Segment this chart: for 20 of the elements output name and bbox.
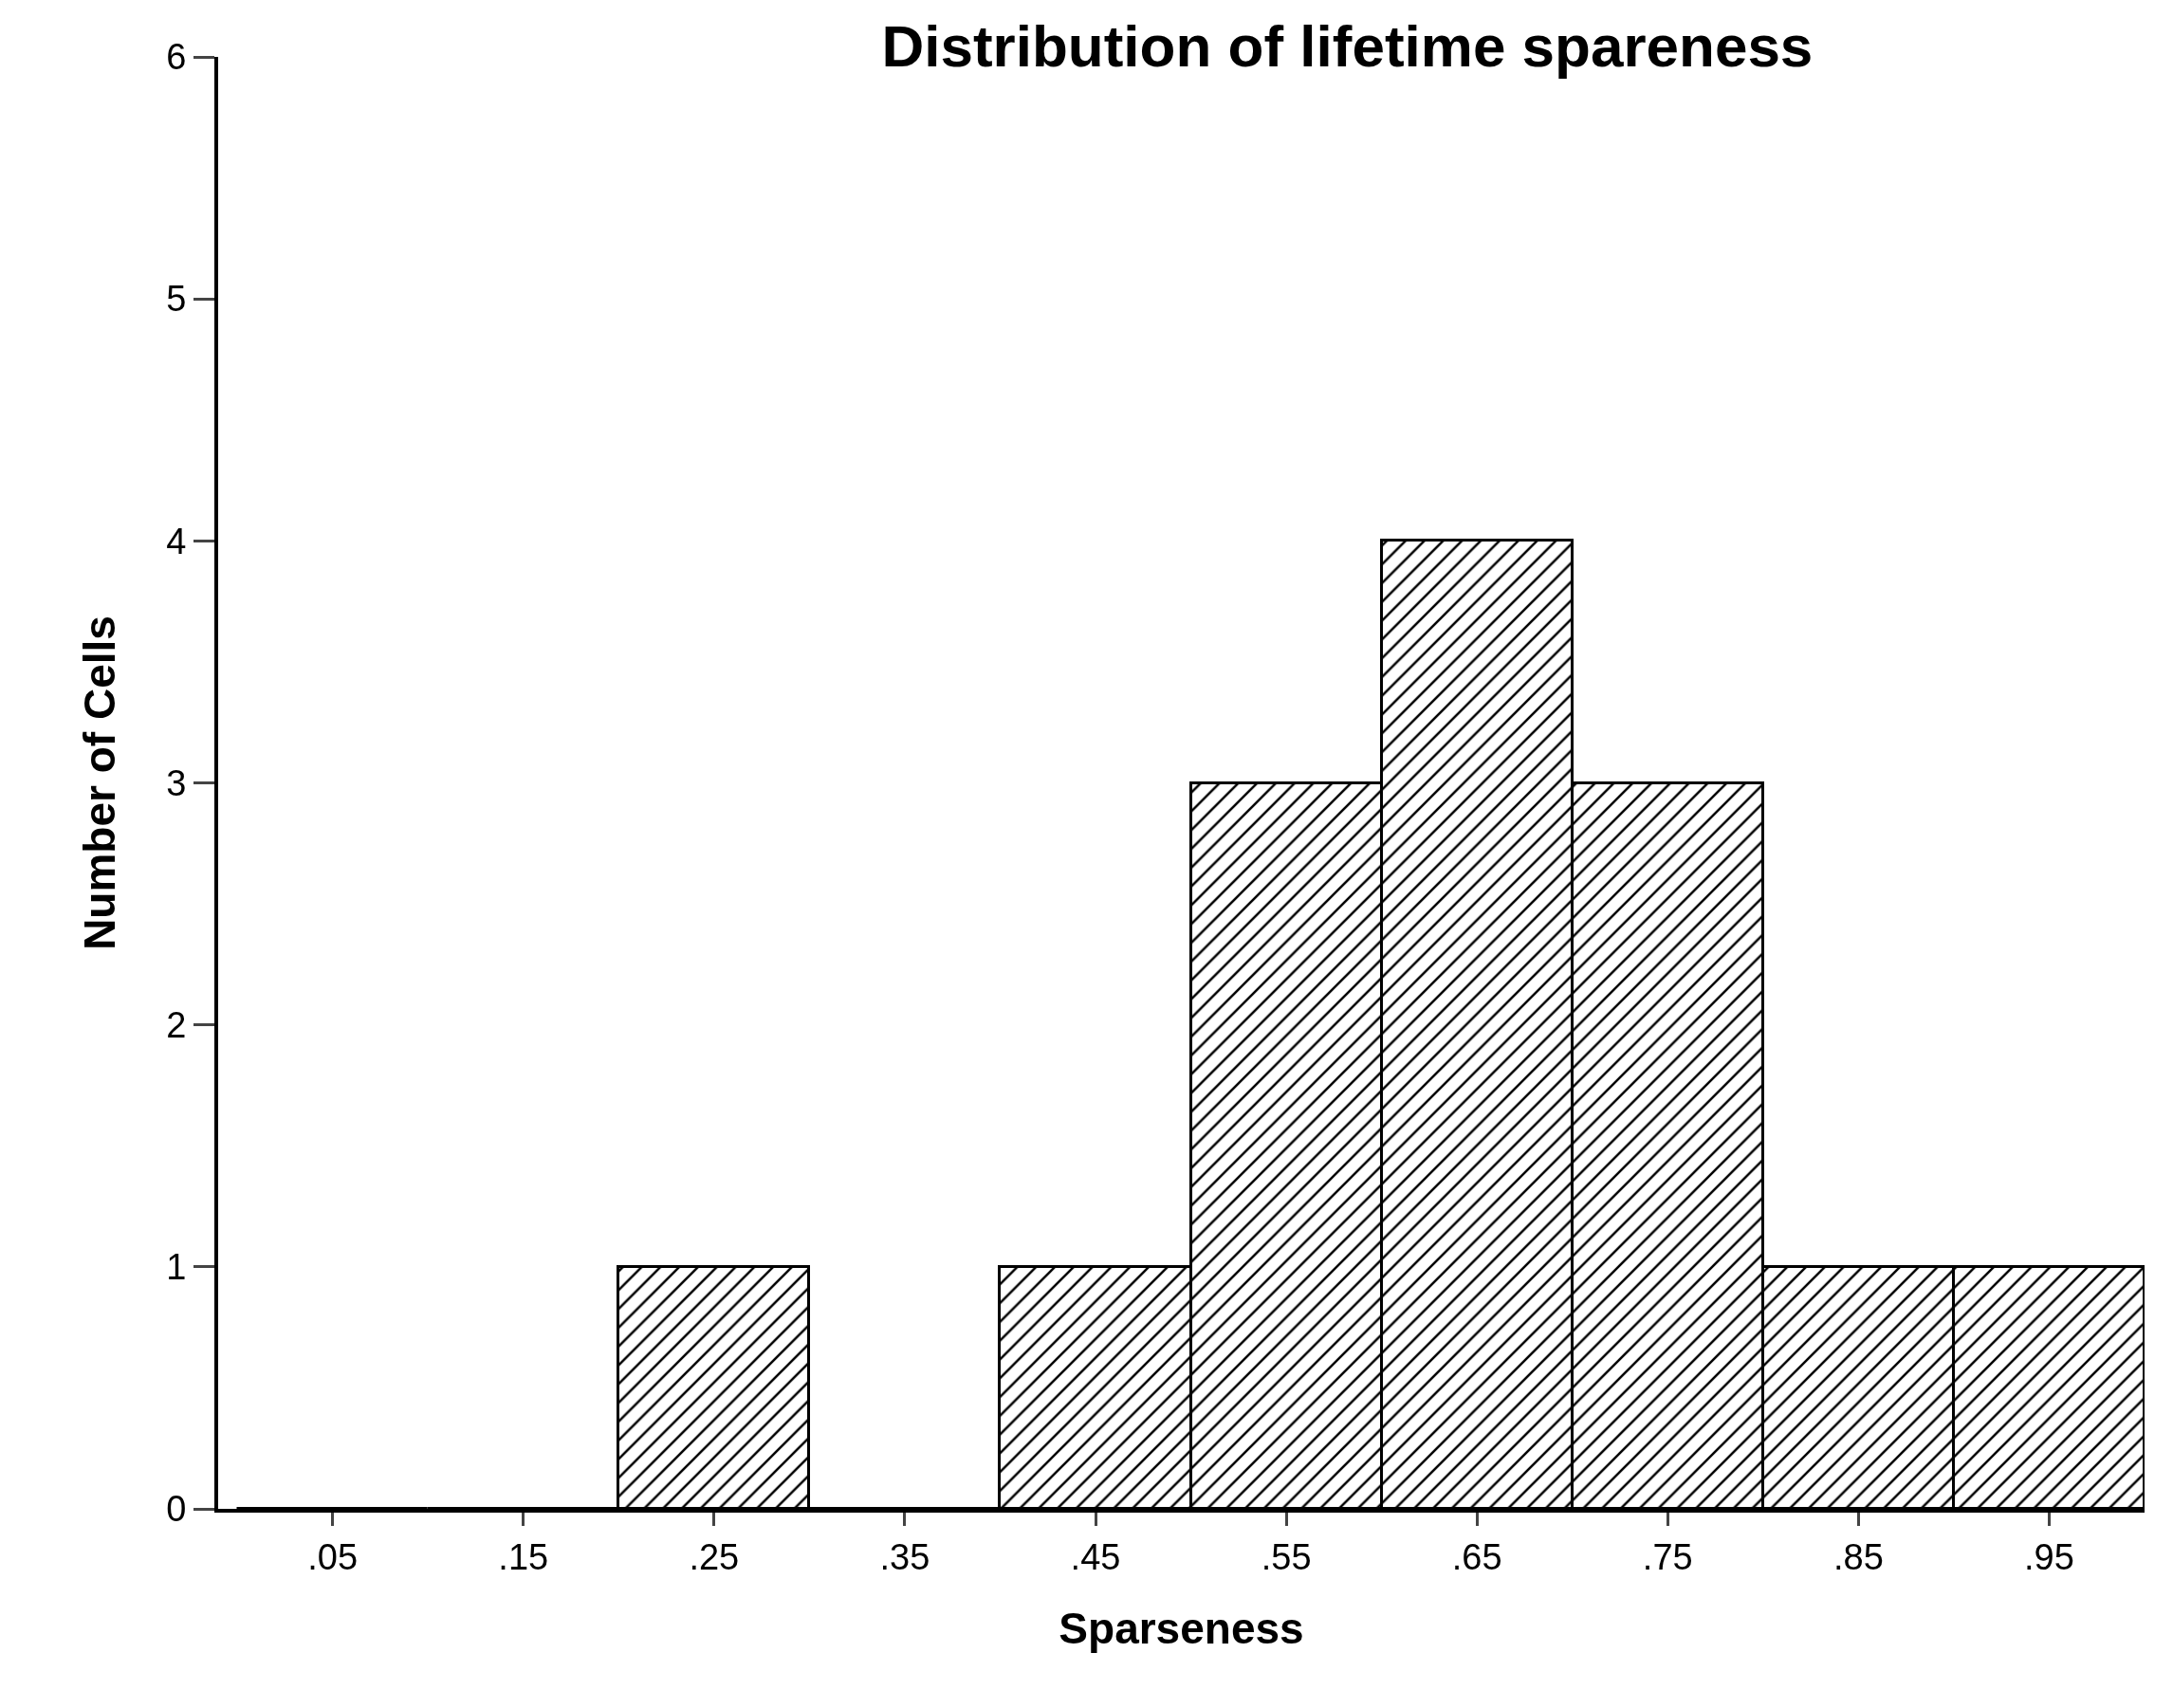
x-axis-title: Sparseness — [1059, 1603, 1304, 1653]
x-tick-label: .25 — [689, 1536, 740, 1577]
y-tick-label: 5 — [166, 279, 187, 320]
y-axis-title: Number of Cells — [75, 615, 125, 950]
x-tick-label: .85 — [1832, 1536, 1884, 1577]
y-tick-label: 0 — [166, 1489, 187, 1530]
x-tick-label: .35 — [879, 1536, 930, 1577]
x-tick-label: .95 — [2024, 1536, 2074, 1577]
chart-title: Distribution of lifetime spareness — [881, 13, 1814, 80]
y-tick-label: 1 — [166, 1247, 187, 1288]
y-tick-label: 2 — [166, 1004, 187, 1045]
x-tick-label: .45 — [1070, 1536, 1121, 1577]
x-tick-label: .05 — [307, 1536, 359, 1577]
y-tick-label: 3 — [166, 762, 187, 803]
x-tick-label: .55 — [1261, 1536, 1312, 1577]
y-tick-label: 4 — [166, 521, 187, 561]
x-tick-label: .75 — [1642, 1536, 1693, 1577]
x-tick-label: .15 — [498, 1536, 549, 1577]
y-tick-label: 6 — [166, 37, 187, 78]
x-tick-label: .65 — [1451, 1536, 1502, 1577]
